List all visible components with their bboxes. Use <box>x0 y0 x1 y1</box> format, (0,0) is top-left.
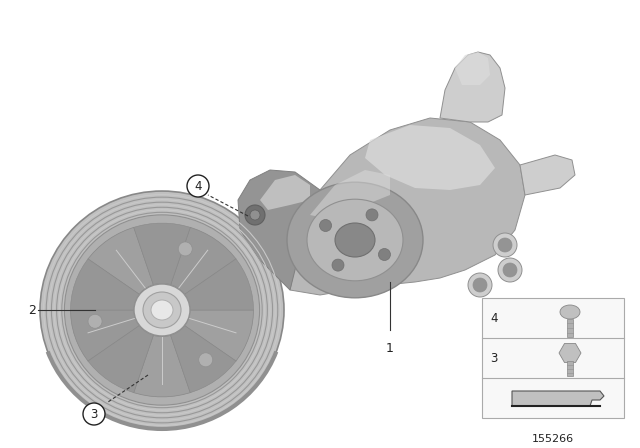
Text: 155266: 155266 <box>532 434 574 444</box>
Circle shape <box>187 175 209 197</box>
Circle shape <box>83 403 105 425</box>
Circle shape <box>198 353 212 367</box>
Text: 3: 3 <box>490 352 497 365</box>
Ellipse shape <box>335 223 375 257</box>
Ellipse shape <box>143 292 181 328</box>
Polygon shape <box>134 335 190 397</box>
Circle shape <box>366 209 378 221</box>
Polygon shape <box>134 223 190 284</box>
Ellipse shape <box>560 305 580 319</box>
Circle shape <box>378 249 390 260</box>
Polygon shape <box>238 170 320 290</box>
Polygon shape <box>365 125 495 190</box>
Polygon shape <box>440 52 505 122</box>
Ellipse shape <box>151 300 173 320</box>
Polygon shape <box>70 259 140 310</box>
Polygon shape <box>310 170 390 220</box>
Polygon shape <box>520 155 575 195</box>
Text: 2: 2 <box>28 303 36 316</box>
Polygon shape <box>185 310 253 361</box>
Circle shape <box>498 238 512 252</box>
Circle shape <box>473 278 487 292</box>
Circle shape <box>245 205 265 225</box>
Text: 3: 3 <box>90 408 98 421</box>
Ellipse shape <box>65 215 260 405</box>
Circle shape <box>179 242 192 256</box>
Bar <box>567 319 573 337</box>
Circle shape <box>250 210 260 220</box>
Ellipse shape <box>307 199 403 281</box>
Polygon shape <box>171 227 236 294</box>
Circle shape <box>88 314 102 328</box>
Circle shape <box>468 273 492 297</box>
Bar <box>567 361 573 376</box>
Polygon shape <box>512 391 604 406</box>
Text: 4: 4 <box>195 180 202 193</box>
Circle shape <box>319 220 332 232</box>
Circle shape <box>332 259 344 271</box>
Polygon shape <box>455 52 490 85</box>
Circle shape <box>498 258 522 282</box>
Text: 4: 4 <box>490 311 497 324</box>
Polygon shape <box>185 259 253 310</box>
Polygon shape <box>290 118 525 295</box>
Bar <box>482 298 624 418</box>
Ellipse shape <box>134 284 190 336</box>
Text: 1: 1 <box>386 342 394 355</box>
Ellipse shape <box>287 182 423 298</box>
Polygon shape <box>88 326 154 392</box>
Ellipse shape <box>40 191 284 429</box>
Polygon shape <box>70 310 140 361</box>
Polygon shape <box>260 175 310 210</box>
Circle shape <box>493 233 517 257</box>
Circle shape <box>503 263 517 277</box>
Polygon shape <box>88 227 154 294</box>
Polygon shape <box>171 326 236 392</box>
